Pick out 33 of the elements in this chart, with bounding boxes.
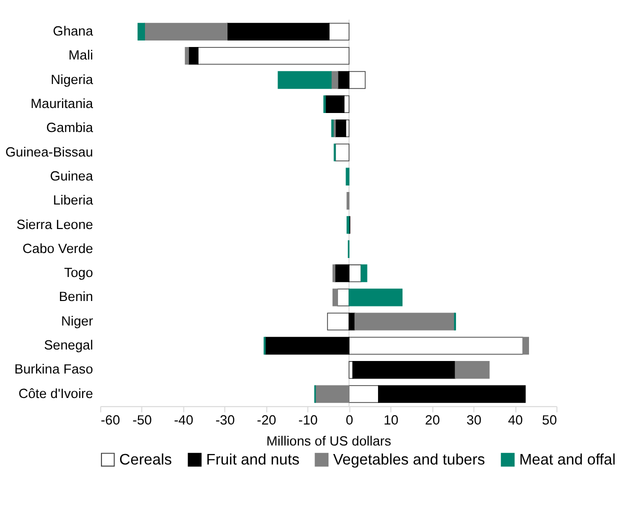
x-tick-label: -40 [174,412,194,428]
y-tick-label: Cabo Verde [22,240,94,256]
y-tick-label: Ghana [52,23,94,38]
x-tick-label: -20 [256,412,276,428]
legend-label: Fruit and nuts [206,451,300,468]
x-tick-label: 0 [346,412,354,428]
x-tick-label: -60 [100,412,120,428]
x-tick-label: -30 [215,412,235,428]
x-tick-label: 20 [425,412,440,428]
y-tick-label: Senegal [44,338,94,353]
x-tick-label: 40 [508,412,523,428]
y-tick-label: Gambia [46,120,94,136]
y-tick-label: Côte d'Ivoire [18,386,94,401]
x-tick-label: 10 [384,412,398,428]
y-tick-label: Mali [68,48,94,63]
y-tick-label: Togo [64,265,94,280]
y-tick-label: Benin [58,289,94,304]
y-tick-label: Niger [61,313,94,328]
x-tick-label: 30 [466,412,482,428]
y-tick-label: Guinea-Bissau [5,144,94,160]
y-tick-label: Guinea [50,168,94,184]
x-axis-title: Millions of US dollars [266,434,392,449]
legend-label: Cereals [119,451,172,468]
y-tick-label: Mauritania [30,96,94,111]
y-tick-label: Nigeria [50,72,94,87]
x-tick-label: -50 [132,412,152,428]
x-tick-label: -10 [298,412,318,428]
y-tick-label: Sierra Leone [16,216,94,232]
x-tick-label: 50 [542,412,557,428]
y-tick-label: Burkina Faso [14,362,94,377]
y-tick-label: Liberia [52,192,94,208]
legend-label: Meat and offal [519,451,616,468]
legend-label: Vegetables and tubers [333,451,486,468]
